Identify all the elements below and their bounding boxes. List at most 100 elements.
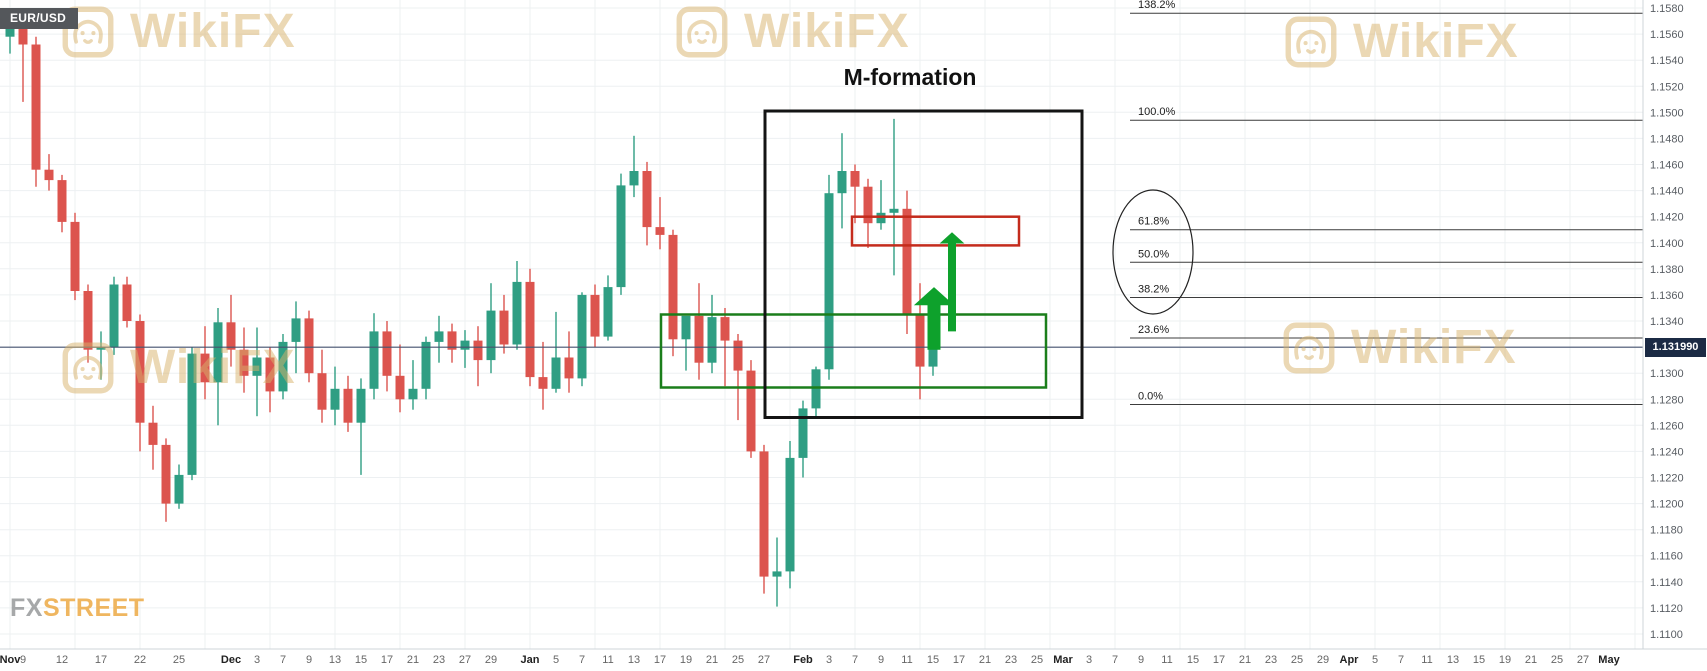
price-axis-label[interactable]: 1.1220 [1650, 473, 1684, 485]
date-axis-label[interactable]: Apr [1340, 654, 1360, 666]
date-axis-label[interactable]: Jan [521, 654, 540, 666]
date-axis-label[interactable]: 19 [680, 654, 692, 666]
date-axis-label[interactable]: 25 [732, 654, 744, 666]
price-axis-label[interactable]: 1.1460 [1650, 160, 1684, 172]
candle-body [785, 457, 795, 572]
date-axis-label[interactable]: 22 [134, 654, 146, 666]
date-axis-label[interactable]: 13 [329, 654, 341, 666]
date-axis-label[interactable]: 7 [280, 654, 286, 666]
date-axis-label[interactable]: 9 [878, 654, 884, 666]
candle-body [174, 474, 184, 504]
price-axis-label[interactable]: 1.1140 [1650, 577, 1683, 589]
date-axis-label[interactable]: 19 [1499, 654, 1511, 666]
date-axis-label[interactable]: 21 [407, 654, 419, 666]
price-axis-label[interactable]: 1.1440 [1650, 186, 1684, 198]
price-axis-label[interactable]: 1.1260 [1650, 420, 1684, 432]
price-axis-label[interactable]: 1.1540 [1650, 55, 1684, 67]
date-axis-label[interactable]: Dec [221, 654, 241, 666]
date-axis-label[interactable]: 27 [1577, 654, 1589, 666]
price-axis-label[interactable]: 1.1300 [1650, 368, 1684, 380]
date-axis-label[interactable]: 9 [20, 654, 26, 666]
price-axis-label[interactable]: 1.1160 [1650, 551, 1683, 563]
candle-body [18, 21, 28, 45]
date-axis-label[interactable]: 17 [95, 654, 107, 666]
price-axis-label[interactable]: 1.1360 [1650, 290, 1684, 302]
date-axis-label[interactable]: 23 [1005, 654, 1017, 666]
date-axis-label[interactable]: 15 [355, 654, 367, 666]
candle-body [83, 291, 93, 350]
price-axis-label[interactable]: 1.1400 [1650, 238, 1684, 250]
date-axis-label[interactable]: 25 [1551, 654, 1563, 666]
price-axis-label[interactable]: 1.1200 [1650, 499, 1684, 511]
candle-body [317, 373, 327, 410]
date-axis-label[interactable]: Nov [0, 654, 21, 666]
date-axis-label[interactable]: 11 [602, 654, 613, 666]
date-axis-label[interactable]: 15 [1187, 654, 1199, 666]
date-axis-label[interactable]: 3 [254, 654, 260, 666]
date-axis-label[interactable]: 5 [553, 654, 559, 666]
date-axis-label[interactable]: 23 [1265, 654, 1277, 666]
candle-body [824, 193, 834, 370]
date-axis-label[interactable]: 23 [433, 654, 445, 666]
price-axis-label[interactable]: 1.1180 [1650, 525, 1683, 537]
price-axis-label[interactable]: 1.1560 [1650, 29, 1684, 41]
date-axis-label[interactable]: 7 [1112, 654, 1118, 666]
date-axis-label[interactable]: 27 [758, 654, 770, 666]
date-axis-label[interactable]: 27 [459, 654, 471, 666]
date-axis-label[interactable]: 29 [485, 654, 497, 666]
date-axis-label[interactable]: 25 [1031, 654, 1043, 666]
date-axis-label[interactable]: 17 [654, 654, 666, 666]
price-axis-label[interactable]: 1.1100 [1650, 629, 1683, 641]
date-axis-label[interactable]: 15 [1473, 654, 1485, 666]
candle-body [330, 388, 340, 410]
candle-body [811, 369, 821, 409]
price-axis-label[interactable]: 1.1520 [1650, 81, 1684, 93]
date-axis-label[interactable]: 21 [1525, 654, 1537, 666]
price-axis-label[interactable]: 1.1480 [1650, 133, 1684, 145]
price-axis-label[interactable]: 1.1500 [1650, 107, 1684, 119]
candle-body [889, 208, 899, 213]
date-axis-label[interactable]: 12 [56, 654, 68, 666]
date-axis-label[interactable]: 7 [1398, 654, 1404, 666]
date-axis-label[interactable]: 29 [1317, 654, 1329, 666]
date-axis-label[interactable]: 11 [901, 654, 912, 666]
price-axis-label[interactable]: 1.1120 [1650, 603, 1683, 615]
date-axis-label[interactable]: 11 [1161, 654, 1172, 666]
date-axis-label[interactable]: 7 [579, 654, 585, 666]
date-axis-label[interactable]: 21 [979, 654, 991, 666]
date-axis-label[interactable]: 9 [306, 654, 312, 666]
up-arrow [939, 232, 965, 332]
candle-body [694, 315, 704, 363]
date-axis-label[interactable]: 5 [1372, 654, 1378, 666]
price-axis-label[interactable]: 1.1580 [1650, 3, 1684, 15]
price-axis-label[interactable]: 1.1340 [1650, 316, 1684, 328]
date-axis-label[interactable]: 21 [1239, 654, 1251, 666]
date-axis-label[interactable]: 25 [173, 654, 185, 666]
date-axis-label[interactable]: Feb [793, 654, 813, 666]
date-axis-label[interactable]: 17 [381, 654, 393, 666]
date-axis-label[interactable]: 13 [1447, 654, 1459, 666]
date-axis-label[interactable]: 11 [1421, 654, 1432, 666]
candle-body [343, 388, 353, 423]
date-axis-label[interactable]: 25 [1291, 654, 1303, 666]
date-axis-label[interactable]: May [1598, 654, 1620, 666]
date-axis-label[interactable]: 3 [826, 654, 832, 666]
date-axis-label[interactable]: 17 [953, 654, 965, 666]
date-axis-label[interactable]: 17 [1213, 654, 1225, 666]
candle-body [798, 408, 808, 458]
date-axis-label[interactable]: 3 [1086, 654, 1092, 666]
date-axis-label[interactable]: 13 [628, 654, 640, 666]
date-axis-label[interactable]: 15 [927, 654, 939, 666]
candle-body [720, 317, 730, 341]
date-axis-label[interactable]: 9 [1138, 654, 1144, 666]
candle-body [863, 186, 873, 224]
price-axis-label[interactable]: 1.1280 [1650, 394, 1684, 406]
price-axis-label[interactable]: 1.1380 [1650, 264, 1684, 276]
date-axis-label[interactable]: 21 [706, 654, 718, 666]
date-axis-label[interactable]: 7 [852, 654, 858, 666]
price-axis-label[interactable]: 1.1420 [1650, 212, 1684, 224]
price-axis-label[interactable]: 1.1240 [1650, 446, 1684, 458]
fxstreet-logo-street: STREET [42, 594, 145, 622]
date-axis-label[interactable]: Mar [1053, 654, 1073, 666]
